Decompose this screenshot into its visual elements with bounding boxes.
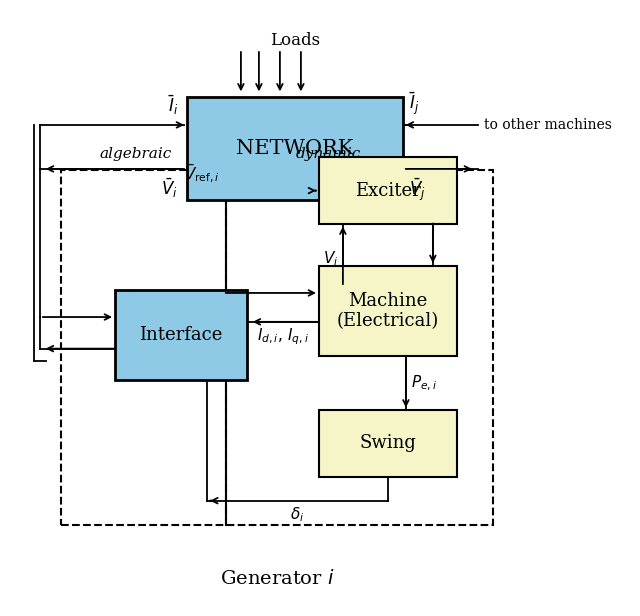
Text: to other machines: to other machines <box>484 118 612 132</box>
Text: $\bar{V}_j$: $\bar{V}_j$ <box>409 177 426 203</box>
Text: $P_{e,i}$: $P_{e,i}$ <box>411 374 437 393</box>
Text: Interface: Interface <box>140 326 223 344</box>
Bar <box>319 410 457 477</box>
Bar <box>61 169 493 525</box>
Text: dynamic: dynamic <box>295 147 360 161</box>
Bar <box>319 266 457 356</box>
Text: NETWORK: NETWORK <box>236 139 353 158</box>
Bar <box>319 158 457 224</box>
Bar <box>115 290 247 380</box>
Text: Machine
(Electrical): Machine (Electrical) <box>337 291 439 330</box>
Text: $\bar{V}_i$: $\bar{V}_i$ <box>161 177 178 200</box>
Text: $V_i$: $V_i$ <box>323 249 338 268</box>
Text: Loads: Loads <box>270 31 320 49</box>
Text: Generator $i$: Generator $i$ <box>220 569 334 588</box>
Bar <box>187 97 403 200</box>
Text: $\bar{V}_{\rm ref,\it i}$: $\bar{V}_{\rm ref,\it i}$ <box>184 162 220 185</box>
Text: Exciter: Exciter <box>355 182 420 200</box>
Text: algebraic: algebraic <box>100 147 172 161</box>
Text: $I_{d,i},\,I_{q,i}$: $I_{d,i},\,I_{q,i}$ <box>257 326 309 347</box>
Text: $\bar{I}_i$: $\bar{I}_i$ <box>168 94 178 117</box>
Text: $\bar{I}_j$: $\bar{I}_j$ <box>409 91 419 117</box>
Text: $\delta_i$: $\delta_i$ <box>291 506 305 524</box>
Text: Swing: Swing <box>360 434 417 453</box>
